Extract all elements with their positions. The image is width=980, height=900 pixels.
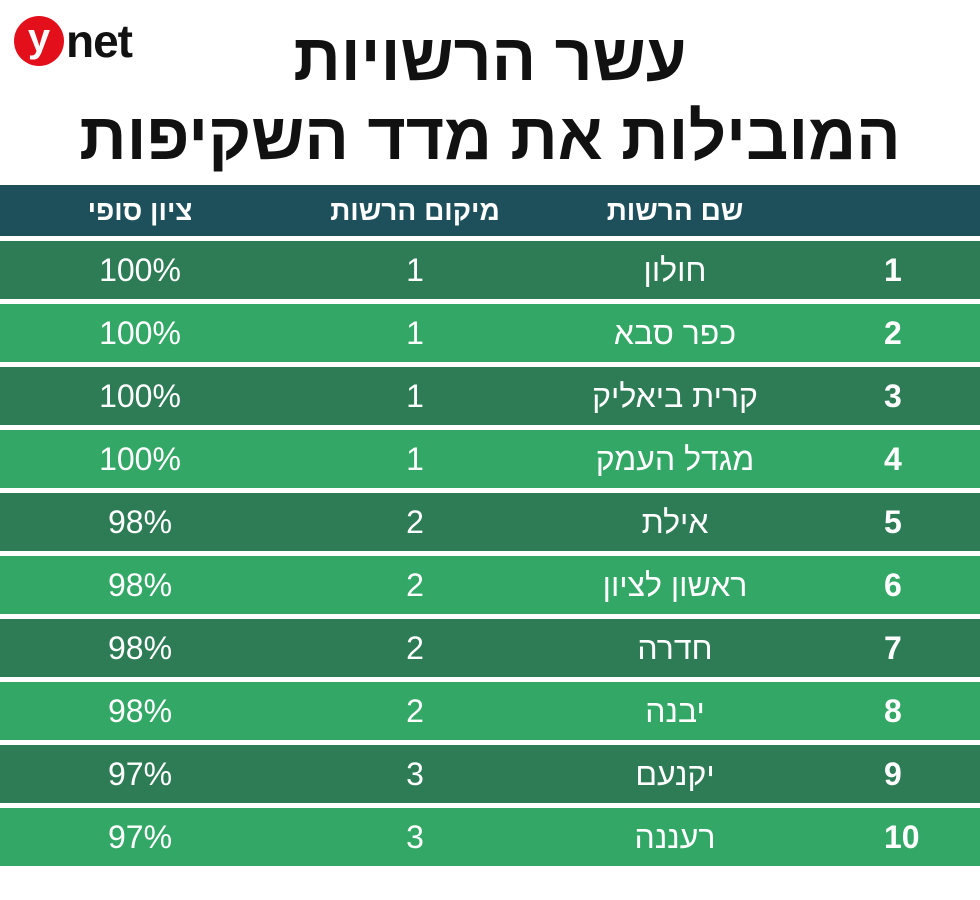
table-cell: 100%: [99, 440, 181, 477]
table-cell: 98%: [107, 503, 173, 540]
table-cell: 3: [884, 377, 902, 414]
table-row: 7 חדרה 2 98%: [0, 619, 980, 677]
table-cell: ראשון לציון: [602, 566, 748, 603]
table-cell: 2: [406, 503, 424, 540]
table-row: 3 קרית ביאליק 1 100%: [0, 367, 980, 425]
table-cell: 1: [406, 314, 424, 351]
table-cell: 3: [406, 818, 424, 855]
table-row: 5 אילת 2 98%: [0, 493, 980, 551]
table-cell: 100%: [99, 377, 181, 414]
table-cell: 1: [406, 251, 424, 288]
header-row: שם הרשות מיקום הרשות ציון סופי: [0, 185, 980, 236]
table-cell: 2: [406, 692, 424, 729]
table-cell: חדרה: [637, 629, 713, 666]
table-cell: 2: [406, 629, 424, 666]
table-cell: יבנה: [645, 692, 705, 729]
table-cell: חולון: [643, 251, 707, 288]
table-cell: 4: [884, 440, 902, 477]
table-cell: 97%: [107, 755, 173, 792]
logo-text: net: [66, 15, 133, 67]
table-cell: 2: [406, 566, 424, 603]
title-line: המובילות את מדד השקיפות: [79, 99, 901, 173]
table-cell: 100%: [99, 251, 181, 288]
logo-mark: y: [14, 16, 64, 66]
table-cell: רעננה: [634, 818, 716, 855]
logo: y net: [14, 14, 133, 68]
table-row: 8 יבנה 2 98%: [0, 682, 980, 740]
table-cell: 9: [884, 755, 902, 792]
table-row: 1 חולון 1 100%: [0, 241, 980, 299]
table-cell: קרית ביאליק: [592, 377, 758, 414]
table-cell: 100%: [99, 314, 181, 351]
table-cell: 7: [884, 629, 902, 666]
table-row: 9 יקנעם 3 97%: [0, 745, 980, 803]
table-cell: 6: [884, 566, 902, 603]
table-cell: 98%: [107, 566, 173, 603]
table-cell: 97%: [107, 818, 173, 855]
table-cell: 5: [884, 503, 902, 540]
table-cell: 3: [406, 755, 424, 792]
table-cell: כפר סבא: [613, 314, 737, 351]
title-line: עשר הרשויות: [293, 20, 687, 94]
table-cell: 1: [884, 251, 902, 288]
table-cell: 1: [406, 440, 424, 477]
column-header: מיקום הרשות: [330, 194, 500, 226]
table-cell: מגדל העמק: [595, 440, 755, 477]
table-cell: 2: [884, 314, 902, 351]
table-cell: 98%: [107, 692, 173, 729]
table-cell: 10: [884, 818, 920, 855]
table-row: 2 כפר סבא 1 100%: [0, 304, 980, 362]
table-cell: אילת: [641, 503, 709, 540]
table-cell: 98%: [107, 629, 173, 666]
table-cell: 1: [406, 377, 424, 414]
table-cell: 8: [884, 692, 902, 729]
column-header: שם הרשות: [606, 194, 744, 226]
table-row: 10 רעננה 3 97%: [0, 808, 980, 866]
column-header: ציון סופי: [87, 194, 193, 226]
table-cell: יקנעם: [635, 755, 715, 792]
table-row: 4 מגדל העמק 1 100%: [0, 430, 980, 488]
table-row: 6 ראשון לציון 2 98%: [0, 556, 980, 614]
